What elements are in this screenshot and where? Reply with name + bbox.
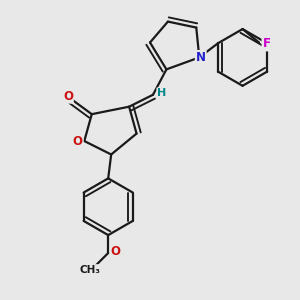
Text: F: F bbox=[262, 38, 271, 50]
Text: O: O bbox=[73, 134, 83, 148]
Text: H: H bbox=[157, 88, 167, 98]
Text: N: N bbox=[196, 51, 206, 64]
Text: CH₃: CH₃ bbox=[80, 265, 101, 275]
Text: O: O bbox=[111, 245, 121, 258]
Text: O: O bbox=[63, 90, 73, 103]
